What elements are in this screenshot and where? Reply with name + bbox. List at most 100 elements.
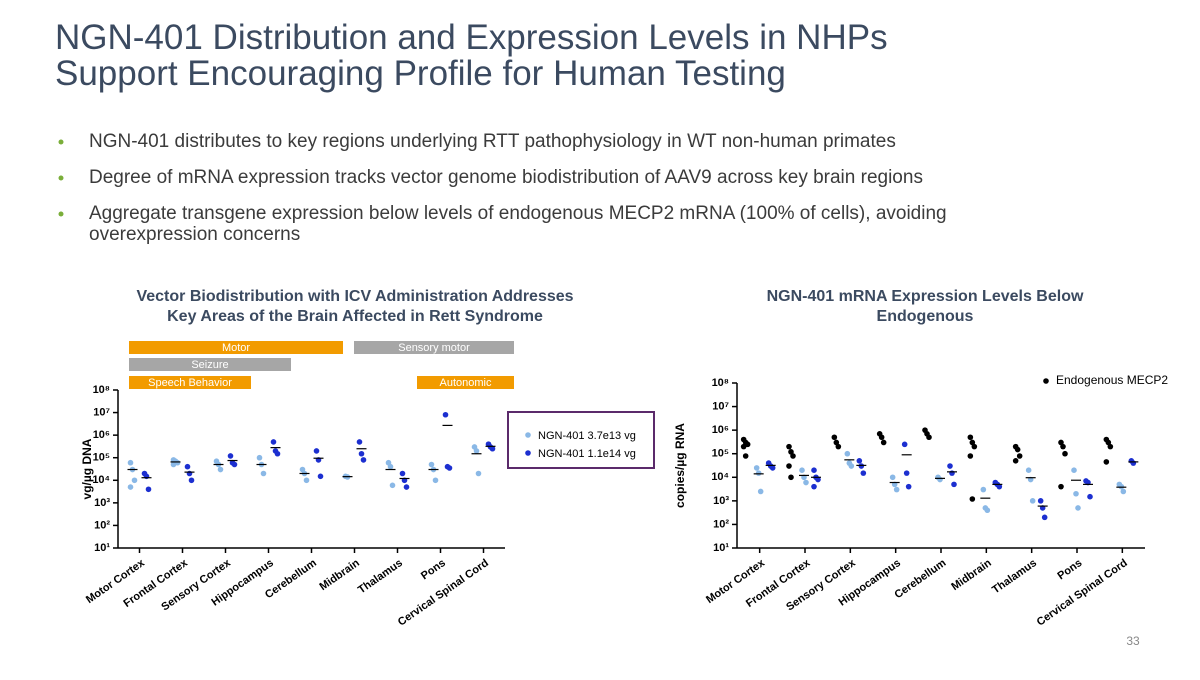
bullet-dot [58, 139, 64, 145]
data-point [969, 439, 976, 446]
data-point [1016, 453, 1023, 459]
data-point [967, 434, 974, 441]
data-point [858, 463, 865, 469]
data-point [835, 443, 842, 450]
x-tick-label: Thalamus [990, 557, 1039, 596]
data-point [1075, 505, 1081, 511]
data-point [1103, 459, 1110, 465]
region-bar [129, 376, 251, 389]
chart-title: Vector Biodistribution with ICV Administ… [136, 288, 573, 325]
data-point [951, 481, 957, 488]
data-point [1120, 488, 1127, 495]
data-point [769, 465, 776, 471]
data-point [893, 486, 900, 493]
x-tick-label: Midbrain [317, 557, 362, 593]
x-tick-label: Midbrain [949, 557, 994, 593]
data-point [442, 411, 449, 418]
data-point [303, 477, 310, 484]
legend-marker [1043, 378, 1049, 384]
data-point [860, 470, 867, 476]
data-point [1041, 514, 1048, 521]
y-tick-label: 10² [94, 519, 110, 531]
data-point [1071, 467, 1077, 473]
data-point [227, 453, 234, 459]
chart-title: NGN-401 mRNA Expression Levels Below Endo… [767, 288, 1084, 325]
y-tick-label: 10⁸ [712, 377, 729, 389]
data-point [831, 434, 838, 441]
data-point [1107, 443, 1114, 450]
data-point [1062, 450, 1068, 457]
data-point [844, 450, 851, 457]
data-point [969, 496, 976, 502]
x-tick-label: Pons [419, 557, 448, 582]
data-point [790, 453, 796, 459]
data-point [313, 448, 320, 454]
data-point [489, 445, 496, 452]
region-bar [417, 376, 514, 389]
data-point [170, 461, 177, 468]
data-point [1058, 483, 1064, 490]
data-point [1087, 493, 1093, 500]
data-point [217, 466, 224, 473]
region-label: Speech Behavior [148, 377, 232, 389]
bullet-text: Aggregate transgene expression below lev… [89, 203, 947, 245]
data-point [473, 448, 480, 454]
y-tick-label: 10⁵ [93, 452, 110, 464]
legend-label: Endogenous MECP2 [1056, 373, 1168, 387]
data-point [967, 453, 974, 459]
legend-label: NGN-401 3.7e13 vg [538, 430, 636, 442]
y-tick-label: 10⁴ [711, 471, 729, 483]
data-point [926, 434, 932, 441]
data-point [753, 465, 760, 471]
data-point [358, 450, 365, 457]
data-point [446, 465, 453, 471]
data-point [755, 470, 762, 476]
data-point [1029, 498, 1036, 504]
data-point [757, 488, 764, 495]
y-axis-label: vg/µg DNA [80, 438, 94, 499]
y-tick-label: 10⁵ [712, 448, 729, 460]
data-point [984, 507, 991, 514]
y-tick-label: 10⁸ [93, 384, 110, 396]
region-label: Seizure [191, 359, 228, 371]
region-label: Motor [222, 342, 250, 354]
data-point [188, 477, 195, 484]
data-point [786, 443, 792, 450]
x-tick-label: Thalamus [356, 557, 405, 596]
slide-title: NGN-401 Distribution and Expression Leve… [55, 18, 888, 93]
y-tick-label: 10¹ [713, 542, 729, 554]
y-tick-label: 10⁶ [712, 424, 729, 436]
data-point [1025, 467, 1032, 473]
y-tick-label: 10² [713, 518, 729, 530]
data-point [260, 470, 267, 477]
data-point [131, 477, 138, 484]
data-point [403, 484, 410, 490]
data-point [803, 479, 809, 486]
data-point [360, 457, 367, 463]
bullet-text: NGN-401 distributes to key regions under… [89, 131, 896, 152]
data-point [740, 443, 747, 450]
data-point [1014, 446, 1021, 453]
data-point [788, 449, 794, 455]
y-tick-label: 10³ [713, 495, 729, 507]
region-label: Sensory motor [398, 342, 470, 354]
y-tick-label: 10¹ [94, 542, 110, 554]
data-point [905, 483, 912, 490]
data-point [256, 454, 263, 461]
data-point [389, 482, 396, 489]
data-point [1130, 460, 1137, 466]
y-tick-label: 10⁷ [712, 400, 729, 412]
data-point [947, 463, 953, 469]
page-number: 33 [1126, 634, 1140, 648]
data-point [799, 467, 805, 473]
data-point [971, 443, 978, 450]
data-point [996, 483, 1003, 490]
y-tick-label: 10⁷ [93, 406, 110, 418]
data-point [901, 441, 908, 448]
y-tick-label: 10³ [94, 497, 110, 509]
legend-marker [525, 450, 531, 456]
data-point [878, 434, 885, 441]
data-point [811, 483, 817, 490]
